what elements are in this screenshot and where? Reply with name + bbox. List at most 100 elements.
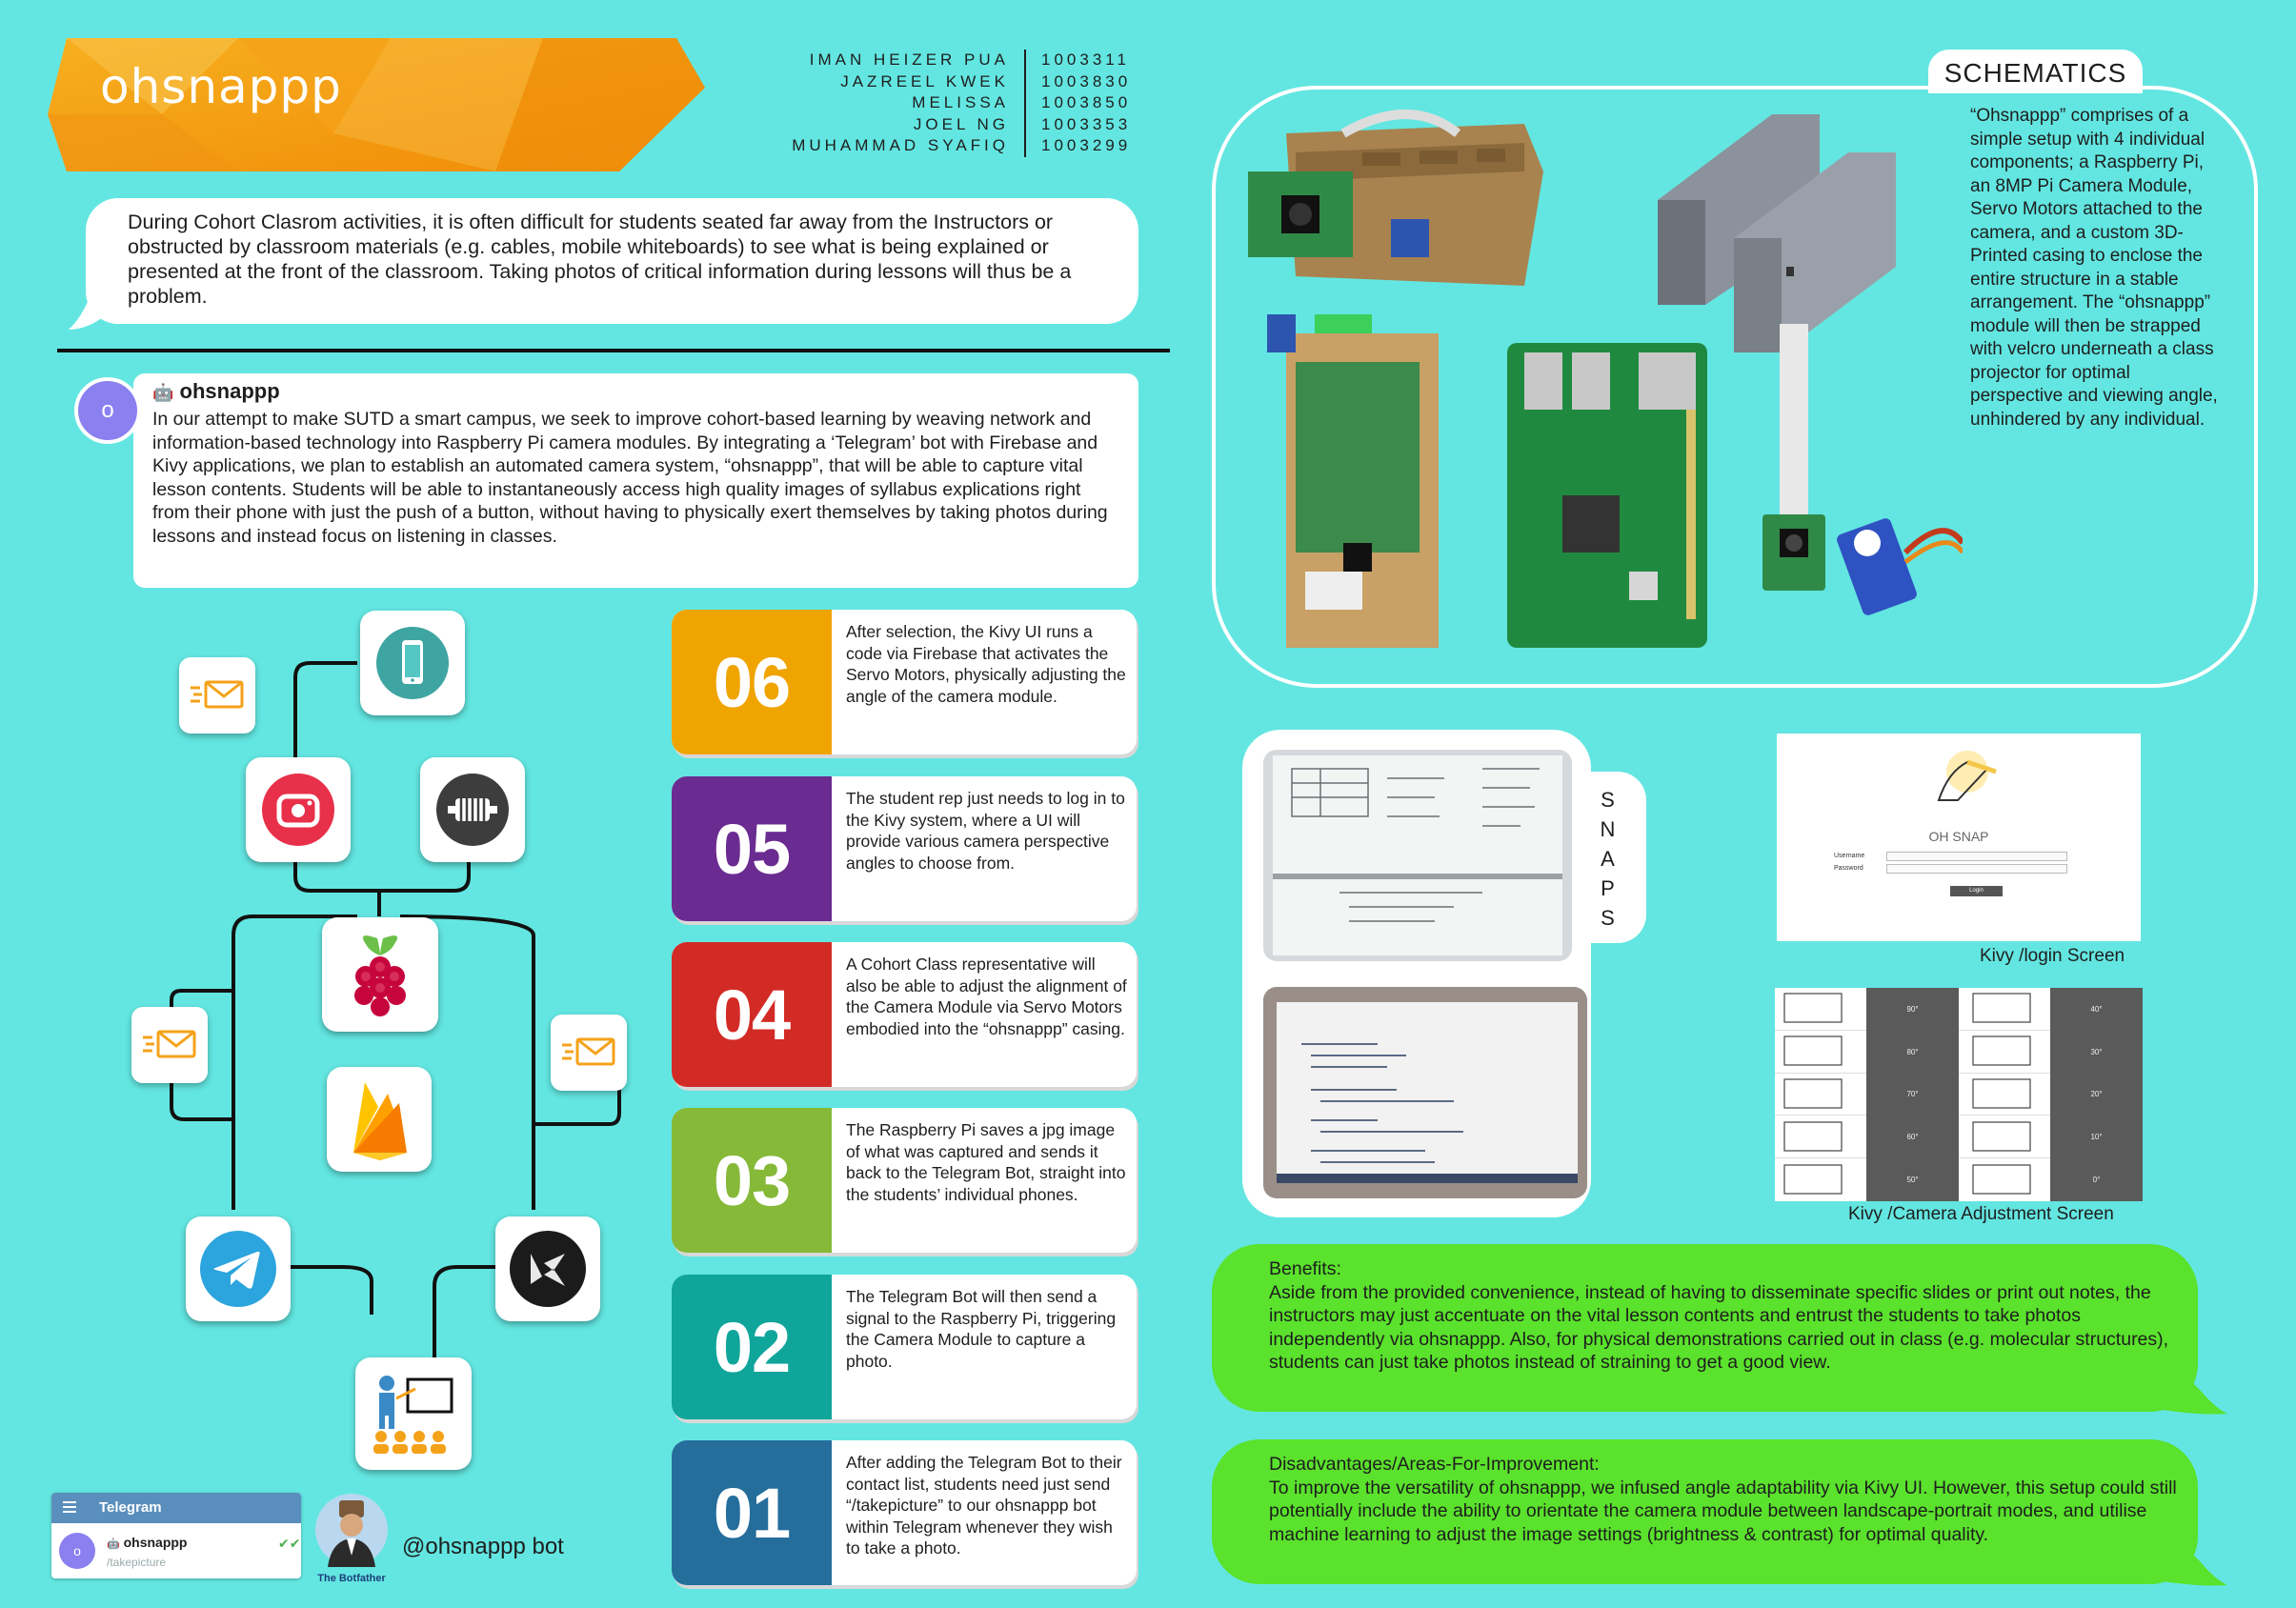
telegram-icon	[186, 1216, 291, 1321]
angle-preview	[1959, 988, 2050, 1031]
step-03: 03 The Raspberry Pi saves a jpg image of…	[672, 1108, 1137, 1258]
angle-button[interactable]: 50°	[1866, 1158, 1959, 1201]
menu-icon	[63, 1501, 76, 1513]
step-number-badge: 05	[672, 776, 832, 921]
angle-button[interactable]: 0°	[2050, 1158, 2143, 1201]
step-04: 04 A Cohort Class representative will al…	[672, 942, 1137, 1093]
step-06: 06 After selection, the Kivy UI runs a c…	[672, 610, 1137, 760]
robot-icon: 🤖	[152, 383, 174, 402]
chat-name-text: ohsnappp	[123, 1535, 188, 1550]
schematics-tab: SCHEMATICS	[1928, 50, 2143, 93]
assembled-module-image	[1267, 314, 1439, 648]
camera-app-icon	[246, 757, 351, 862]
raspberry-pi-icon	[322, 917, 438, 1032]
member-id: 1003830	[1024, 70, 1153, 92]
camera-module-image	[1762, 324, 1825, 591]
code-screen-snap-photo	[1263, 987, 1587, 1198]
intro-text: During Cohort Clasrom activities, it is …	[128, 211, 1072, 308]
angle-button[interactable]: 20°	[2050, 1073, 2143, 1116]
member-name: JOEL NG	[913, 114, 1009, 133]
poster-title: ohsnappp	[100, 59, 342, 114]
step-text: The student rep just needs to log in to …	[846, 789, 1125, 873]
botfather-label: The Botfather	[317, 1573, 386, 1584]
snaps-letter: A	[1601, 847, 1616, 871]
kivy-camera-adjustment-screenshot: 90° 40° 80° 30° 70° 20° 60° 10° 50° 0°	[1775, 988, 2143, 1201]
step-number: 04	[713, 975, 791, 1055]
step-number-badge: 01	[672, 1440, 832, 1585]
angle-button[interactable]: 60°	[1866, 1116, 1959, 1159]
avatar: o	[74, 377, 141, 444]
schematics-description: “Ohsnappp” comprises of a simple setup w…	[1970, 106, 2218, 430]
chat-avatar: o	[59, 1533, 95, 1569]
step-text: The Raspberry Pi saves a jpg image of wh…	[846, 1120, 1126, 1204]
raspberry-pi-board-image	[1507, 343, 1707, 648]
member-name: JAZREEL KWEK	[840, 71, 1009, 90]
snaps-label: S N A P S	[1589, 785, 1627, 933]
angle-button[interactable]: 10°	[2050, 1116, 2143, 1159]
message-received-icon	[131, 1007, 208, 1083]
message-sent-icon	[179, 657, 255, 734]
member-id: 1003353	[1024, 113, 1153, 135]
benefits-heading: Benefits:	[1269, 1258, 1341, 1279]
angle-preview	[1775, 988, 1866, 1031]
angle-button[interactable]: 80°	[1866, 1030, 1959, 1074]
member-id: 1003311	[1024, 50, 1153, 71]
team-member: JAZREEL KWEK 1003830	[791, 70, 1153, 92]
angle-preview	[1775, 1073, 1866, 1116]
bot-handle: @ohsnappp bot	[402, 1534, 564, 1559]
intro-bubble: During Cohort Clasrom activities, it is …	[86, 198, 1138, 324]
member-name: MUHAMMAD SYAFIQ	[792, 136, 1009, 155]
member-id: 1003299	[1024, 135, 1153, 157]
angle-button[interactable]: 30°	[2050, 1030, 2143, 1074]
password-label: Password	[1834, 865, 1863, 872]
telegram-title: Telegram	[99, 1499, 162, 1516]
angle-preview	[1959, 1073, 2050, 1116]
whiteboard-snap-photo	[1263, 750, 1572, 961]
step-05: 05 The student rep just needs to log in …	[672, 776, 1137, 927]
firebase-icon	[327, 1067, 432, 1172]
sun-hand-logo-icon	[1937, 751, 1997, 801]
angle-preview	[1775, 1030, 1866, 1074]
mobile-phone-icon	[360, 611, 465, 715]
angle-button[interactable]: 70°	[1866, 1073, 1959, 1116]
snaps-letter: N	[1600, 817, 1617, 841]
divider	[57, 349, 1170, 352]
username-input[interactable]	[1886, 852, 2067, 861]
title-banner	[48, 38, 705, 171]
snaps-letter: S	[1601, 788, 1616, 812]
password-input[interactable]	[1886, 864, 2067, 874]
botfather-avatar: The Botfather	[314, 1493, 389, 1584]
step-text: A Cohort Class representative will also …	[846, 955, 1127, 1038]
login-logo-text: OH SNAP	[1928, 829, 1989, 844]
disadvantages-text: To improve the versatility of ohsnappp, …	[1269, 1477, 2177, 1545]
step-number-badge: 06	[672, 610, 832, 754]
post-header: 🤖 ohsnappp	[152, 379, 1121, 404]
angle-button[interactable]: 90°	[1866, 988, 1959, 1031]
chat-name: 🤖 ohsnappp	[107, 1535, 187, 1550]
step-01: 01 After adding the Telegram Bot to thei…	[672, 1440, 1137, 1591]
servo-motor-icon	[420, 757, 525, 862]
kivy-icon	[495, 1216, 600, 1321]
telegram-chat-preview: Telegram o 🤖 ohsnappp /takepicture ✔✔	[51, 1493, 301, 1578]
username-label: Username	[1834, 853, 1865, 859]
angle-preview-diagrams	[1783, 993, 2031, 1195]
step-number-badge: 02	[672, 1275, 832, 1419]
message-forward-icon	[551, 1015, 627, 1091]
camera-screen-caption: Kivy /Camera Adjustment Screen	[1848, 1204, 2114, 1224]
login-button[interactable]: Login	[1950, 886, 2003, 896]
telegram-header: Telegram	[51, 1493, 301, 1523]
step-02: 02 The Telegram Bot will then send a sig…	[672, 1275, 1137, 1425]
benefits-text: Aside from the provided convenience, ins…	[1269, 1281, 2169, 1374]
disadvantages-heading: Disadvantages/Areas-For-Improvement:	[1269, 1454, 1600, 1475]
casing-with-camera-image	[1248, 110, 1543, 286]
team-member: IMAN HEIZER PUA 1003311	[791, 50, 1153, 71]
angle-button[interactable]: 40°	[2050, 988, 2143, 1031]
read-checkmark-icon: ✔✔	[278, 1536, 301, 1551]
angle-preview	[1775, 1116, 1866, 1159]
member-name: MELISSA	[912, 93, 1009, 112]
step-number: 01	[713, 1473, 791, 1553]
angle-preview	[1959, 1116, 2050, 1159]
step-text: The Telegram Bot will then send a signal…	[846, 1287, 1117, 1371]
member-id: 1003850	[1024, 92, 1153, 114]
flow-connectors	[170, 661, 621, 1372]
